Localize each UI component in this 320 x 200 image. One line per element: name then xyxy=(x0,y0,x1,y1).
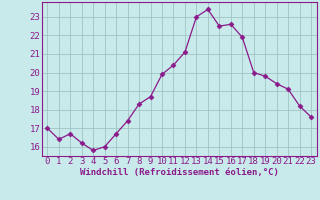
X-axis label: Windchill (Refroidissement éolien,°C): Windchill (Refroidissement éolien,°C) xyxy=(80,168,279,177)
